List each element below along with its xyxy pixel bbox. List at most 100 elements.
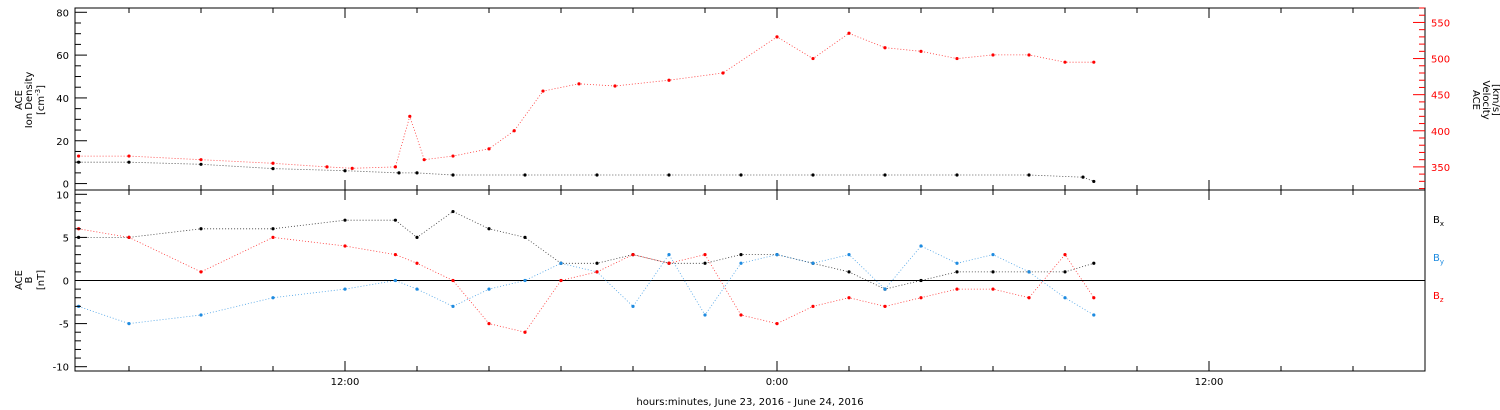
bx-point [595, 261, 599, 265]
ion-density-point [739, 173, 743, 177]
by-point [811, 261, 815, 265]
ion-density-point [1092, 179, 1096, 184]
bz-point [955, 287, 959, 291]
bz-point [1063, 253, 1067, 257]
ion-density-point [1081, 175, 1085, 179]
panel1-left-unit-end: ] [36, 85, 47, 89]
bx-point [1092, 261, 1096, 265]
velocity-point [487, 147, 491, 151]
ion-density-point [451, 173, 455, 177]
ion-density-point [415, 171, 419, 175]
velocity-trace [78, 32, 1094, 169]
velocity-point [199, 158, 203, 162]
legend-by-main: B [1433, 253, 1440, 264]
velocity-point [271, 161, 275, 165]
velocity-point [127, 154, 131, 158]
panel2-left-tick-label: 0 [63, 277, 69, 288]
ion-density-point [955, 173, 959, 177]
by-point [775, 253, 779, 257]
panel2-left-unit: [nT] [36, 270, 47, 290]
velocity-point [613, 84, 617, 88]
ion-density-point [343, 169, 347, 173]
velocity-point [883, 46, 887, 50]
bz-point [523, 330, 527, 334]
bx-trace [78, 211, 1094, 290]
legend-bz: Bz [1433, 291, 1444, 304]
bx-point [919, 278, 923, 283]
ion-density-point [1027, 173, 1031, 177]
bx-point [199, 227, 203, 231]
by-point [393, 278, 397, 283]
bz-point [703, 253, 707, 257]
panel1-right-tick-label: 450 [1431, 91, 1450, 102]
panel1-left-tick-label: 40 [56, 94, 69, 105]
by-point [523, 278, 527, 283]
panel1-left-label-line2: Ion Density [24, 72, 35, 129]
legend-bz-main: B [1433, 291, 1440, 302]
by-point [127, 321, 131, 326]
by-trace [78, 245, 1095, 325]
background-layer [74, 7, 1426, 372]
panel1-right-tick-label: 400 [1431, 127, 1450, 138]
panel1-frame [74, 7, 1426, 191]
panel1-left-tick-label: 80 [56, 8, 69, 19]
ion-density-point [523, 173, 527, 177]
bz-trace [78, 228, 1095, 333]
by-point [1063, 296, 1067, 300]
data-layer [77, 31, 1096, 334]
bz-point [883, 304, 887, 308]
bz-point [343, 244, 347, 248]
velocity-point [325, 165, 329, 169]
legend-bz-sub: z [1440, 296, 1444, 304]
bz-point [847, 296, 851, 300]
panel2-left-tick-label: 10 [56, 190, 69, 201]
panel1-right-tick-label: 500 [1431, 55, 1450, 66]
velocity-point [721, 71, 725, 75]
by-point [955, 261, 959, 265]
by-point [415, 287, 419, 291]
legend-bx: Bx [1433, 215, 1444, 228]
velocity-point [919, 49, 923, 53]
bz-point [1092, 296, 1096, 300]
legend-bx-sub: x [1440, 220, 1444, 228]
ion-density-point [127, 160, 131, 164]
velocity-point [422, 158, 426, 162]
panel1-left-label-line1: ACE [14, 90, 25, 110]
by-point [883, 287, 887, 291]
by-point [1092, 313, 1096, 317]
by-point [451, 304, 455, 308]
velocity-point [393, 165, 397, 169]
panel1-right-unit: [km/s] [1490, 84, 1500, 116]
ion-density-point [883, 173, 887, 177]
legend-by: By [1433, 253, 1444, 266]
panel2-left-label-line1: ACE [14, 270, 25, 290]
panel2-left-tick-label: -10 [53, 363, 69, 374]
x-tick-label: 12:00 [331, 377, 360, 388]
bz-point [199, 270, 203, 274]
legend-by-sub: y [1440, 258, 1444, 266]
ion-density-trace [78, 161, 1094, 182]
bx-point [271, 227, 275, 231]
bz-point [991, 287, 995, 291]
velocity-point [667, 78, 671, 82]
axis-layer: 0 20 40 60 80 350 400 450 500 550 -10 -5 0 5 10 12:00 0:… [53, 7, 1450, 388]
bx-point [451, 209, 455, 214]
by-point [343, 287, 347, 291]
x-tick-label: 12:00 [1195, 377, 1224, 388]
ion-density-point [397, 171, 401, 175]
panel1-left-unit: [cm-3] [34, 85, 47, 115]
panel1-right-label-line1: ACE [1470, 90, 1481, 110]
x-axis-title: hours:minutes, June 23, 2016 - June 24, … [636, 397, 863, 408]
bx-point [739, 253, 743, 257]
bz-point [667, 261, 671, 265]
by-point [271, 296, 275, 300]
velocity-point [847, 31, 851, 35]
bz-point [595, 270, 599, 274]
panel1-right-label-line2: Velocity [1480, 80, 1491, 119]
bz-point [739, 313, 743, 317]
panel1-left-unit-main: [cm [36, 96, 47, 115]
ion-density-point [271, 166, 275, 171]
ion-density-point [595, 173, 599, 177]
panel2-left-tick-label: -5 [59, 320, 69, 331]
